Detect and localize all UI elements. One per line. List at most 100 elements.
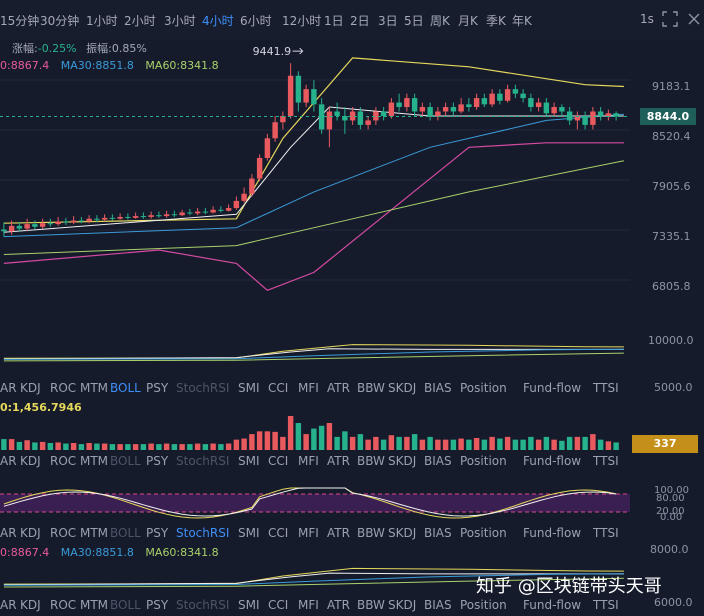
close-icon[interactable] xyxy=(686,11,702,27)
indicator-tab[interactable]: ROC xyxy=(50,598,77,612)
indicator-tab[interactable]: Fund-flow xyxy=(523,526,582,540)
indicator-tab[interactable]: SMI xyxy=(238,454,260,468)
indicator-tab[interactable]: StochRSI xyxy=(176,454,230,468)
indicator-tab[interactable]: SMI xyxy=(238,381,260,395)
indicator-tab[interactable]: SMI xyxy=(238,598,260,612)
indicator-tab[interactable]: AR xyxy=(0,381,17,395)
indicator-tab[interactable]: AR xyxy=(0,598,17,612)
timeframe-tab[interactable]: 6小时 xyxy=(240,14,272,28)
indicator-tab[interactable]: AR xyxy=(0,454,17,468)
indicator-tab[interactable]: StochRSI xyxy=(176,526,230,540)
indicator-tab[interactable]: CCI xyxy=(268,526,289,540)
volume-legend: 0:1,456.7946 xyxy=(0,401,82,414)
indicator-tab[interactable]: BBW xyxy=(357,598,385,612)
fullscreen-icon[interactable] xyxy=(662,11,678,27)
indicator-tab[interactable]: MFI xyxy=(298,526,319,540)
indicator-tab[interactable]: SKDJ xyxy=(388,526,417,540)
indicator-tab[interactable]: Fund-flow xyxy=(523,454,582,468)
timeframe-tab[interactable]: 季K xyxy=(486,14,506,28)
timeframe-tab[interactable]: 15分钟 xyxy=(0,14,40,28)
candle-body xyxy=(590,111,596,125)
indicator-tab[interactable]: PSY xyxy=(146,598,169,612)
indicator-tab[interactable]: Position xyxy=(460,454,507,468)
indicator-tab[interactable]: CCI xyxy=(268,598,289,612)
ma30-line xyxy=(3,113,624,238)
indicator-tab[interactable]: BOLL xyxy=(110,381,141,395)
timeframe-tab[interactable]: 1日 xyxy=(324,14,344,28)
indicator-tab[interactable]: KDJ xyxy=(20,598,41,612)
volume-chart[interactable] xyxy=(0,412,630,450)
price-chart[interactable] xyxy=(0,40,630,326)
indicator-tab[interactable]: ROC xyxy=(50,454,77,468)
indicator-tab[interactable]: BBW xyxy=(357,454,385,468)
timeframe-tab[interactable]: 5日 xyxy=(404,14,424,28)
indicator-tab[interactable]: BOLL xyxy=(110,454,141,468)
indicator-tab[interactable]: PSY xyxy=(146,526,169,540)
indicator-tab[interactable]: SKDJ xyxy=(388,454,417,468)
indicator-tab[interactable]: MTM xyxy=(80,381,109,395)
indicator-tab[interactable]: MTM xyxy=(80,526,109,540)
interval-label[interactable]: 1s xyxy=(640,12,654,26)
indicator-tab[interactable]: KDJ xyxy=(20,454,41,468)
indicator-tab[interactable]: BIAS xyxy=(424,526,452,540)
timeframe-tab[interactable]: 30分钟 xyxy=(40,14,80,28)
indicator-tab[interactable]: Fund-flow xyxy=(523,598,582,612)
indicator-tab[interactable]: ROC xyxy=(50,381,77,395)
indicator-tab[interactable]: MFI xyxy=(298,381,319,395)
indicator-tab[interactable]: TTSI xyxy=(593,381,619,395)
indicator-tab[interactable]: Position xyxy=(460,381,507,395)
volume-bar xyxy=(194,443,201,450)
indicator-tab[interactable]: Position xyxy=(460,598,507,612)
timeframe-tab[interactable]: 1小时 xyxy=(86,14,118,28)
timeframe-tab[interactable]: 12小时 xyxy=(282,14,322,28)
indicator-tab[interactable]: BBW xyxy=(357,381,385,395)
timeframe-tab[interactable]: 3日 xyxy=(378,14,398,28)
indicator-tab[interactable]: BIAS xyxy=(424,454,452,468)
indicator-tab[interactable]: BBW xyxy=(357,526,385,540)
indicator-tab[interactable]: PSY xyxy=(146,454,169,468)
indicator-tab[interactable]: ATR xyxy=(327,526,350,540)
timeframe-tab[interactable]: 年K xyxy=(512,14,532,28)
timeframe-tab[interactable]: 周K xyxy=(430,14,450,28)
stochrsi-chart[interactable] xyxy=(0,486,630,522)
indicator-tab[interactable]: BOLL xyxy=(110,526,141,540)
volume-bar xyxy=(47,443,54,450)
indicator-tab[interactable]: SKDJ xyxy=(388,598,417,612)
indicator-tab[interactable]: StochRSI xyxy=(176,381,230,395)
indicator-tab[interactable]: KDJ xyxy=(20,526,41,540)
indicator-tab[interactable]: PSY xyxy=(146,381,169,395)
indicator-tab[interactable]: TTSI xyxy=(593,454,619,468)
indicator-tab[interactable]: MTM xyxy=(80,598,109,612)
indicator-tab[interactable]: ATR xyxy=(327,598,350,612)
indicator-tab[interactable]: ATR xyxy=(327,381,350,395)
timeframe-tab[interactable]: 2小时 xyxy=(124,14,156,28)
indicator-tab[interactable]: MFI xyxy=(298,598,319,612)
indicator-tab[interactable]: SKDJ xyxy=(388,381,417,395)
timeframe-tab[interactable]: 月K xyxy=(458,14,478,28)
indicator-tab[interactable]: MTM xyxy=(80,454,109,468)
indicator-tab[interactable]: TTSI xyxy=(593,598,619,612)
indicator-tab[interactable]: StochRSI xyxy=(176,598,230,612)
indicator-tab[interactable]: SMI xyxy=(238,526,260,540)
indicator-tab[interactable]: Fund-flow xyxy=(523,381,582,395)
timeframe-tab[interactable]: 3小时 xyxy=(164,14,196,28)
ma-mini-chart[interactable] xyxy=(0,560,630,598)
indicator-tab[interactable]: ROC xyxy=(50,526,77,540)
p4-ma60-line xyxy=(3,577,624,588)
timeframe-tab[interactable]: 4小时 xyxy=(202,14,234,28)
indicator-tab[interactable]: AR xyxy=(0,526,17,540)
indicator-tab[interactable]: TTSI xyxy=(593,526,619,540)
indicator-tab[interactable]: BOLL xyxy=(110,598,141,612)
indicator-tab[interactable]: BIAS xyxy=(424,381,452,395)
indicator-tab[interactable]: BIAS xyxy=(424,598,452,612)
indicator-tab[interactable]: MFI xyxy=(298,454,319,468)
indicator-tab[interactable]: CCI xyxy=(268,454,289,468)
ma-legend-bottom-ma60: MA60:8341.8 xyxy=(145,546,219,559)
indicator-tab[interactable]: CCI xyxy=(268,381,289,395)
boll-mini-chart[interactable] xyxy=(0,326,630,378)
candle-body xyxy=(380,111,387,116)
timeframe-tab[interactable]: 2日 xyxy=(350,14,370,28)
indicator-tab[interactable]: KDJ xyxy=(20,381,41,395)
indicator-tab[interactable]: ATR xyxy=(327,454,350,468)
indicator-tab[interactable]: Position xyxy=(460,526,507,540)
